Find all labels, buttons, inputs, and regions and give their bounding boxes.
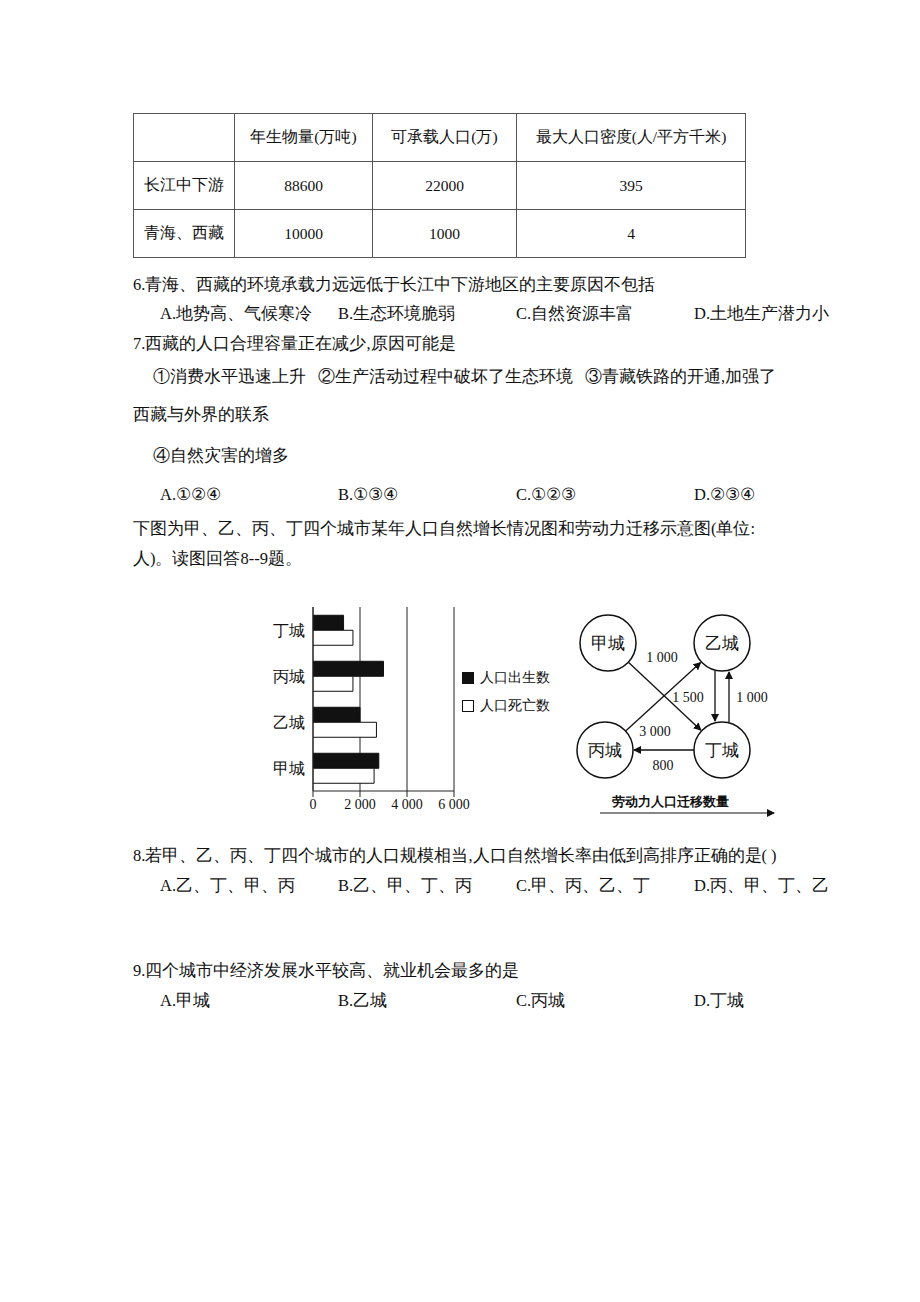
html-text:D.土地生产潜力小: D.土地生产潜力小	[694, 304, 829, 323]
html-text:人口出生数: 人口出生数	[480, 670, 550, 685]
svg-text:1 000: 1 000	[646, 650, 678, 665]
html-text:B.乙城: B.乙城	[338, 991, 388, 1010]
svg-text:6 000: 6 000	[438, 797, 470, 812]
html-text:B.生态环境脆弱: B.生态环境脆弱	[338, 304, 456, 323]
html-text:D.丙、甲、丁、乙: D.丙、甲、丁、乙	[694, 876, 829, 895]
html-text:7.西藏的人口合理容量正在减少,原因可能是: 7.西藏的人口合理容量正在减少,原因可能是	[133, 334, 456, 353]
html-text:4: 4	[627, 224, 635, 242]
html-text:C.①②③: C.①②③	[516, 485, 577, 504]
svg-text:丁城: 丁城	[705, 741, 739, 760]
html-text:③青藏铁路的开通,加强了西藏与外界的联系: ③青藏铁路的开通,加强了西藏与外界的联系	[133, 367, 777, 424]
html-text:10000: 10000	[284, 224, 323, 242]
svg-text:甲城: 甲城	[591, 634, 625, 653]
html-text:D.丁城: D.丁城	[694, 991, 744, 1010]
html-text:1000: 1000	[429, 224, 460, 242]
html-text:C.丙城: C.丙城	[516, 991, 566, 1010]
html-text:②生产活动过程中破坏了生态环境: ②生产活动过程中破坏了生态环境	[318, 367, 573, 386]
html-text:①消费水平迅速上升: ①消费水平迅速上升	[153, 367, 306, 386]
svg-text:丙城: 丙城	[588, 741, 622, 760]
html-text:C.自然资源丰富: C.自然资源丰富	[516, 304, 634, 323]
svg-text:3 000: 3 000	[639, 724, 671, 739]
html-text:D.②③④: D.②③④	[694, 485, 755, 504]
html-text:A.地势高、气候寒冷: A.地势高、气候寒冷	[160, 304, 312, 323]
html-text:9.四个城市中经济发展水平较高、就业机会最多的是: 9.四个城市中经济发展水平较高、就业机会最多的是	[133, 961, 520, 980]
html-text:88600: 88600	[284, 176, 323, 194]
html-text:年生物量(万吨): 年生物量(万吨)	[250, 128, 357, 145]
svg-text:800: 800	[653, 758, 674, 773]
html-text:C.甲、丙、乙、丁: C.甲、丙、乙、丁	[516, 876, 651, 895]
svg-text:2 000: 2 000	[344, 797, 376, 812]
html-text:下图为甲、乙、丙、丁四个城市某年人口自然增长情况图和劳动力迁: 下图为甲、乙、丙、丁四个城市某年人口自然增长情况图和劳动力迁移示意图(单位:人)…	[133, 519, 756, 568]
html-text:A.①②④: A.①②④	[160, 485, 221, 504]
html-text:青海、西藏: 青海、西藏	[144, 224, 224, 241]
svg-text:丙城: 丙城	[273, 668, 305, 685]
html-text:A.乙、丁、甲、丙: A.乙、丁、甲、丙	[160, 876, 295, 895]
svg-text:乙城: 乙城	[705, 634, 739, 653]
html-text:8.若甲、乙、丙、丁四个城市的人口规模相当,人口自然增长率由: 8.若甲、乙、丙、丁四个城市的人口规模相当,人口自然增长率由低到高排序正确的是(…	[133, 846, 777, 865]
html-text:6.青海、西藏的环境承载力远远低于长江中下游地区的主要原因不: 6.青海、西藏的环境承载力远远低于长江中下游地区的主要原因不包括	[133, 275, 656, 294]
html-text:395: 395	[619, 176, 643, 194]
svg-text:0: 0	[310, 797, 317, 812]
html-text:人口死亡数: 人口死亡数	[480, 698, 550, 713]
svg-text:4 000: 4 000	[391, 797, 423, 812]
html-text:A.甲城: A.甲城	[160, 991, 210, 1010]
svg-text:乙城: 乙城	[273, 714, 305, 731]
html-text:22000: 22000	[425, 176, 464, 194]
html-text:④自然灾害的增多: ④自然灾害的增多	[153, 446, 289, 465]
svg-text:1 500: 1 500	[672, 690, 704, 705]
html-text:B.乙、甲、丁、丙: B.乙、甲、丁、丙	[338, 876, 473, 895]
html-text:长江中下游: 长江中下游	[144, 176, 224, 193]
svg-text:劳动力人口迁移数量: 劳动力人口迁移数量	[612, 794, 729, 809]
svg-text:甲城: 甲城	[273, 760, 305, 777]
svg-text:1 000: 1 000	[736, 690, 768, 705]
html-text:B.①③④: B.①③④	[338, 485, 399, 504]
html-text:最大人口密度(人/平方千米): 最大人口密度(人/平方千米)	[535, 128, 727, 145]
svg-text:丁城: 丁城	[273, 622, 305, 639]
html-text:可承载人口(万): 可承载人口(万)	[391, 128, 498, 145]
